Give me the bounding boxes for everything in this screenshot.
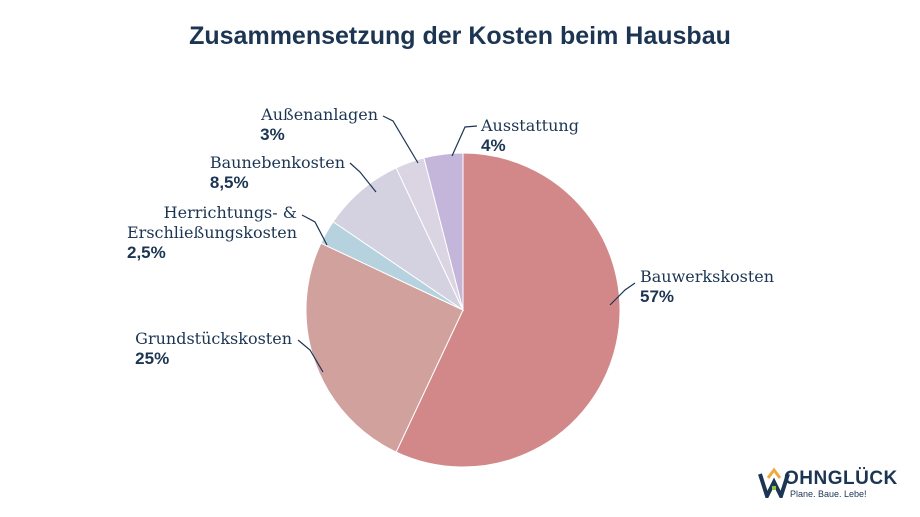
slice-label-value-4: 8,5%	[210, 173, 249, 192]
leader-line-3	[301, 214, 328, 246]
slice-label-name-3-1: Herrichtungs- &	[164, 203, 297, 222]
slice-label-value-6: 4%	[481, 136, 506, 155]
logo-wordmark: OHNGLÜCK	[784, 468, 898, 489]
slice-label-value-2: 25%	[135, 349, 169, 368]
leader-line-5	[382, 115, 419, 164]
house-w-icon	[758, 467, 790, 498]
leader-line-4	[349, 162, 377, 193]
pie-slice-4	[332, 167, 465, 312]
slice-label-value-3: 2,5%	[127, 243, 166, 262]
leader-line-6	[451, 125, 478, 157]
pie-slice-2	[305, 242, 464, 453]
slice-label-name-5: Außenanlagen	[260, 105, 378, 124]
slice-label-value-5: 3%	[260, 125, 285, 144]
slice-label-name-6: Ausstattung	[480, 116, 579, 135]
pie-slice-1	[395, 152, 621, 468]
pie-slices	[305, 152, 621, 468]
wohnglueck-logo: OHNGLÜCK Plane. Baue. Lebe!	[758, 466, 908, 502]
slice-label-value-1: 57%	[640, 287, 674, 306]
slice-label-name-1: Bauwerkskosten	[640, 267, 774, 286]
slice-label-name-3-2: Erschließungskosten	[127, 223, 297, 242]
slice-label-name-2: Grundstückskosten	[135, 329, 292, 348]
leader-line-1	[609, 282, 636, 306]
chart-title: Zusammensetzung der Kosten beim Hausbau	[189, 22, 731, 50]
slice-label-name-4: Baunebenkosten	[210, 153, 345, 172]
leader-line-2	[297, 339, 324, 373]
pie-slice-6	[423, 152, 464, 311]
logo-tagline: Plane. Baue. Lebe!	[790, 489, 867, 499]
leader-lines	[297, 115, 636, 373]
